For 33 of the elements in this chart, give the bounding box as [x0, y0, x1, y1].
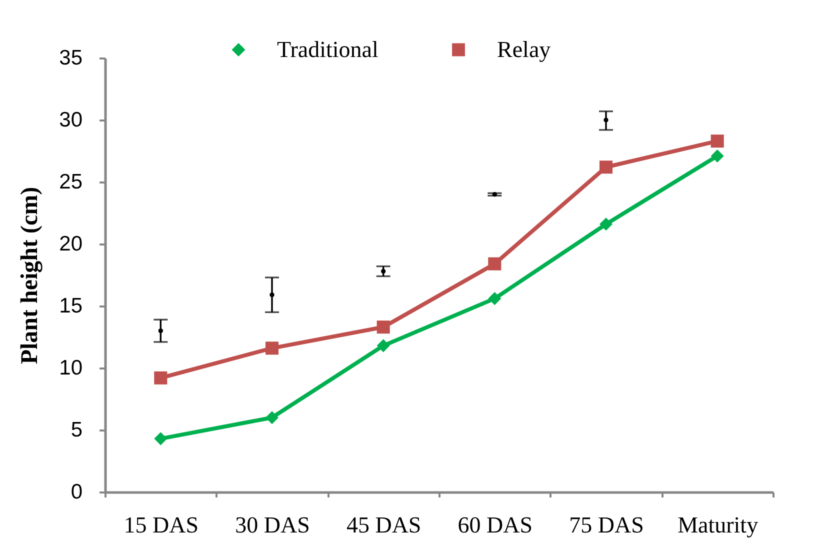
- point: [376, 320, 390, 334]
- point: [710, 134, 724, 148]
- x-tick-label: 45 DAS: [346, 512, 422, 538]
- y-tick-label: 35: [59, 46, 82, 70]
- y-tick-label: 15: [59, 294, 82, 318]
- x-tick-label: 30 DAS: [235, 512, 310, 538]
- x-tick-label: 60 DAS: [458, 512, 533, 538]
- y-axis-title: Plant height (cm): [17, 186, 44, 364]
- point: [154, 371, 168, 384]
- point: [270, 292, 274, 298]
- y-tick-label: 30: [59, 108, 82, 132]
- y-tick-label: 20: [59, 232, 82, 256]
- point: [488, 292, 502, 306]
- x-tick-label: 75 DAS: [569, 512, 644, 538]
- point: [380, 268, 386, 274]
- y-tick-label: 25: [59, 170, 82, 194]
- point: [154, 432, 168, 446]
- point: [376, 339, 390, 352]
- y-tick-label: 5: [70, 418, 82, 442]
- point: [599, 218, 613, 231]
- point: [265, 342, 279, 355]
- point: [158, 328, 164, 334]
- y-tick-label: 10: [59, 356, 82, 380]
- y-tick-label: 0: [70, 480, 82, 504]
- point: [710, 149, 724, 162]
- point: [604, 118, 608, 122]
- legend-label: Relay: [497, 36, 552, 62]
- legend-label: Traditional: [277, 36, 378, 62]
- x-tick-label: Maturity: [678, 512, 759, 538]
- point: [599, 160, 613, 174]
- point: [265, 411, 279, 424]
- x-tick-label: 15 DAS: [124, 512, 199, 538]
- point: [488, 257, 502, 270]
